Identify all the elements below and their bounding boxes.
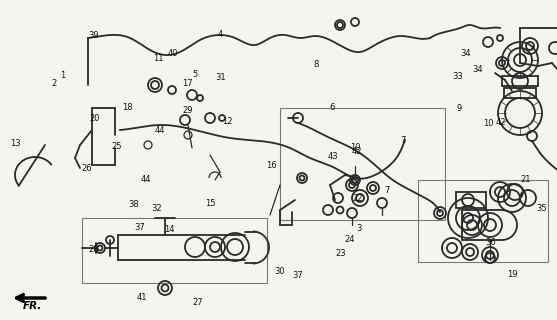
- Text: FR.: FR.: [22, 301, 42, 311]
- Text: 29: 29: [183, 106, 193, 115]
- Text: 14: 14: [164, 225, 174, 234]
- Text: 21: 21: [520, 175, 531, 184]
- Text: 22: 22: [353, 194, 363, 203]
- Text: 42: 42: [352, 147, 363, 156]
- Text: 44: 44: [140, 175, 151, 184]
- Text: 24: 24: [345, 235, 355, 244]
- Text: 20: 20: [90, 114, 100, 123]
- Text: 37: 37: [135, 223, 145, 232]
- Text: 7: 7: [384, 186, 390, 195]
- Text: 16: 16: [266, 161, 277, 170]
- Text: 26: 26: [82, 164, 92, 173]
- Text: 1: 1: [61, 71, 66, 80]
- Text: 35: 35: [536, 204, 546, 212]
- Bar: [502, 76, 538, 86]
- Text: 12: 12: [222, 117, 232, 126]
- Text: 19: 19: [507, 270, 517, 279]
- Text: 34: 34: [472, 65, 483, 74]
- Text: 27: 27: [192, 298, 203, 307]
- Bar: [280, 108, 445, 220]
- Text: 37: 37: [292, 271, 302, 280]
- Text: 7: 7: [400, 136, 405, 145]
- Text: 6: 6: [329, 103, 335, 112]
- Text: 4: 4: [217, 30, 222, 39]
- Text: 34: 34: [460, 49, 471, 58]
- Bar: [418, 180, 548, 262]
- Text: 8: 8: [314, 60, 319, 68]
- Text: 11: 11: [153, 54, 164, 63]
- Text: 39: 39: [88, 31, 99, 40]
- Text: 28: 28: [89, 245, 99, 254]
- Text: 17: 17: [182, 79, 193, 88]
- Text: 3: 3: [356, 224, 361, 233]
- Text: 13: 13: [10, 139, 21, 148]
- Text: 30: 30: [275, 267, 285, 276]
- Text: 18: 18: [123, 103, 133, 112]
- Text: 5: 5: [192, 70, 197, 79]
- Text: 42: 42: [496, 118, 506, 127]
- Text: 10: 10: [350, 143, 360, 152]
- Text: 33: 33: [452, 72, 463, 81]
- Text: 2: 2: [52, 79, 57, 88]
- Text: 9: 9: [457, 104, 462, 113]
- Text: 43: 43: [328, 152, 339, 161]
- Text: 15: 15: [205, 199, 216, 208]
- Text: 38: 38: [128, 200, 139, 209]
- Text: 23: 23: [336, 249, 346, 258]
- Text: 32: 32: [152, 204, 162, 213]
- Text: 31: 31: [215, 73, 226, 82]
- Bar: [82, 218, 267, 283]
- Bar: [456, 192, 486, 208]
- Text: 40: 40: [168, 49, 178, 58]
- Text: 36: 36: [486, 238, 496, 247]
- Text: 25: 25: [111, 142, 121, 151]
- Text: 41: 41: [137, 293, 148, 302]
- Text: 44: 44: [155, 126, 165, 135]
- Text: 10: 10: [483, 119, 494, 128]
